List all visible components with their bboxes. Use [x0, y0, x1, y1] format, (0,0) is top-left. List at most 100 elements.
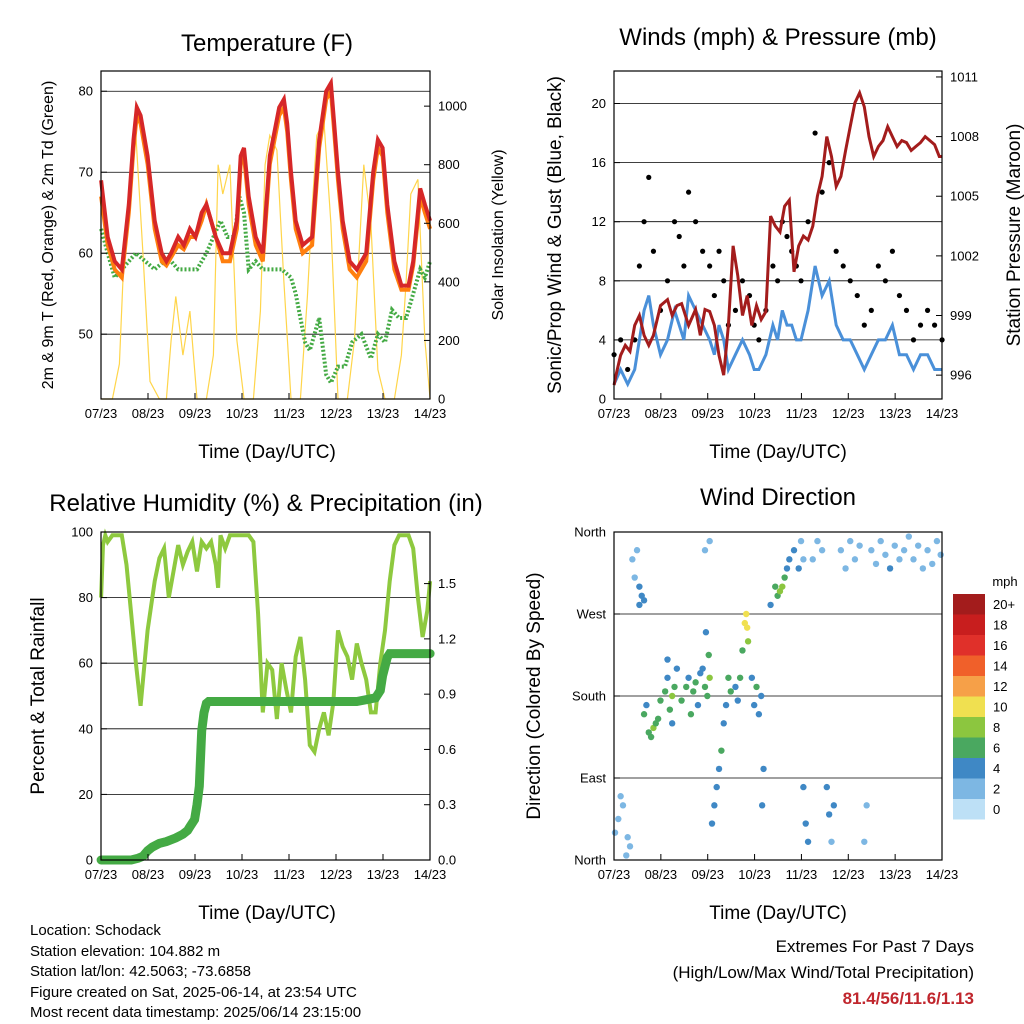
- wind-direction-point: [623, 852, 630, 859]
- wind-direction-point: [914, 542, 922, 549]
- wind-direction-point: [617, 793, 624, 800]
- x-tick-label: 09/23: [179, 406, 212, 421]
- y2-tick-label: 0.3: [438, 797, 456, 812]
- gust-point: [826, 160, 832, 166]
- gust-point: [775, 278, 781, 284]
- gust-point: [732, 307, 739, 313]
- extremes-subtitle: (High/Low/Max Wind/Total Precipitation): [672, 963, 974, 982]
- solar-insolation-line: [101, 118, 431, 400]
- wind-direction-point: [732, 683, 739, 691]
- x-tick-label: 09/23: [179, 867, 212, 882]
- wind-direction-point: [847, 537, 854, 545]
- y-tick-label: 60: [79, 246, 93, 261]
- gust-point: [819, 189, 825, 195]
- legend-label: 16: [993, 638, 1007, 653]
- y-tick-label: 8: [599, 273, 606, 288]
- wind-direction-point: [702, 629, 710, 636]
- humidity-precip-series: [96, 528, 435, 865]
- wind-direction-point: [690, 688, 697, 695]
- y-tick-label: 50: [79, 327, 93, 342]
- y-tick-label: West: [577, 607, 607, 622]
- wind-direction-point: [891, 542, 898, 549]
- legend-title: mph: [992, 574, 1017, 589]
- wind-direction-point: [706, 537, 713, 545]
- y2-tick-label: 1.5: [438, 576, 456, 591]
- wind-direction-point: [720, 720, 727, 727]
- wind-speed-line: [612, 265, 943, 388]
- x-tick-label: 14/23: [926, 867, 959, 882]
- legend-label: 6: [993, 741, 1000, 756]
- humidity-precip-ylabel: Percent & Total Rainfall: [28, 597, 49, 794]
- humidity-precip-title: Relative Humidity (%) & Precipitation (i…: [49, 490, 482, 517]
- x-tick-label: 08/23: [132, 867, 165, 882]
- wind-direction-point: [619, 802, 627, 809]
- wind-direction-point: [647, 733, 655, 741]
- wind-direction-point: [636, 583, 643, 590]
- y2-tick-label: 0.0: [438, 853, 456, 868]
- temperature-panel: Temperature (F) 506070800200400600800100…: [40, 30, 507, 463]
- wind-direction-point: [699, 665, 706, 672]
- wind-direction-point: [661, 688, 669, 695]
- gust-point: [739, 278, 746, 284]
- wind-direction-panel: Wind Direction NorthEastSouthWestNorth07…: [524, 484, 1018, 924]
- y2-tick-label: 600: [438, 216, 460, 231]
- wind-direction-point: [933, 537, 941, 545]
- temperature-ylabel: 2m & 9m T (Red, Orange) & 2m Td (Green): [40, 81, 57, 390]
- x-tick-label: 14/23: [926, 406, 959, 421]
- wind-direction-point: [830, 802, 838, 809]
- temperature-gridlines: [101, 90, 430, 335]
- y-tick-label: 4: [599, 332, 606, 347]
- wind-direction-point: [743, 610, 750, 618]
- gust-point: [756, 337, 762, 343]
- wind-direction-point: [758, 692, 765, 700]
- y2-tick-label: 200: [438, 333, 460, 348]
- wind-direction-point: [748, 674, 756, 681]
- wind-direction-point: [767, 601, 774, 609]
- wind-direction-point: [640, 711, 648, 718]
- x-tick-label: 11/23: [273, 406, 305, 421]
- wind-direction-point: [668, 720, 676, 727]
- gust-point: [650, 248, 657, 254]
- wind-direction-point: [685, 674, 692, 681]
- wind-direction-point: [900, 547, 908, 554]
- legend-swatch: [953, 778, 985, 799]
- wind-direction-ylabel: Direction (Colored By Speed): [524, 572, 545, 819]
- temperature-xlabel: Time (Day/UTC): [198, 442, 336, 463]
- legend-swatch: [953, 614, 985, 635]
- wind-direction-point: [722, 701, 730, 709]
- legend-label: 14: [993, 659, 1007, 674]
- gust-point: [847, 278, 853, 284]
- wind-direction-point: [760, 765, 767, 773]
- wind-direction-point: [842, 565, 849, 572]
- wind-direction-point: [783, 565, 791, 572]
- figure-created: Figure created on Sat, 2025-06-14, at 23…: [30, 983, 357, 1001]
- gust-point: [875, 263, 881, 269]
- wind-direction-point: [666, 706, 674, 713]
- wind-direction-point: [626, 843, 634, 850]
- wind-direction-point: [694, 701, 702, 709]
- gust-point: [798, 278, 804, 284]
- temperature-2m-line: [99, 76, 433, 288]
- wind-direction-point: [828, 838, 835, 845]
- wind-direction-point: [664, 656, 671, 663]
- wind-direction-point: [633, 547, 641, 554]
- pressure-ylabel: Station Pressure (Maroon): [1004, 124, 1024, 347]
- gust-point: [646, 174, 652, 180]
- temperature-series: [99, 76, 433, 400]
- temperature-title: Temperature (F): [181, 30, 353, 57]
- y-tick-label: 16: [592, 155, 606, 170]
- y-tick-label: 0: [86, 853, 93, 868]
- wind-direction-point: [863, 802, 870, 809]
- gust-point: [671, 219, 678, 225]
- x-tick-label: 10/23: [738, 867, 771, 882]
- y2-tick-label: 1005: [950, 189, 979, 204]
- wind-direction-point: [683, 683, 690, 691]
- wind-direction-point: [823, 783, 831, 791]
- wind-direction-point: [640, 597, 648, 604]
- wind-direction-point: [856, 542, 863, 549]
- gust-point: [861, 322, 867, 328]
- wind-direction-point: [882, 551, 889, 558]
- humidity-precip-ticks: 0 20 40 60 80 100 0.0 0.3 0.6 0.9 1.2 1.5 07/23 08/23…: [71, 525, 456, 883]
